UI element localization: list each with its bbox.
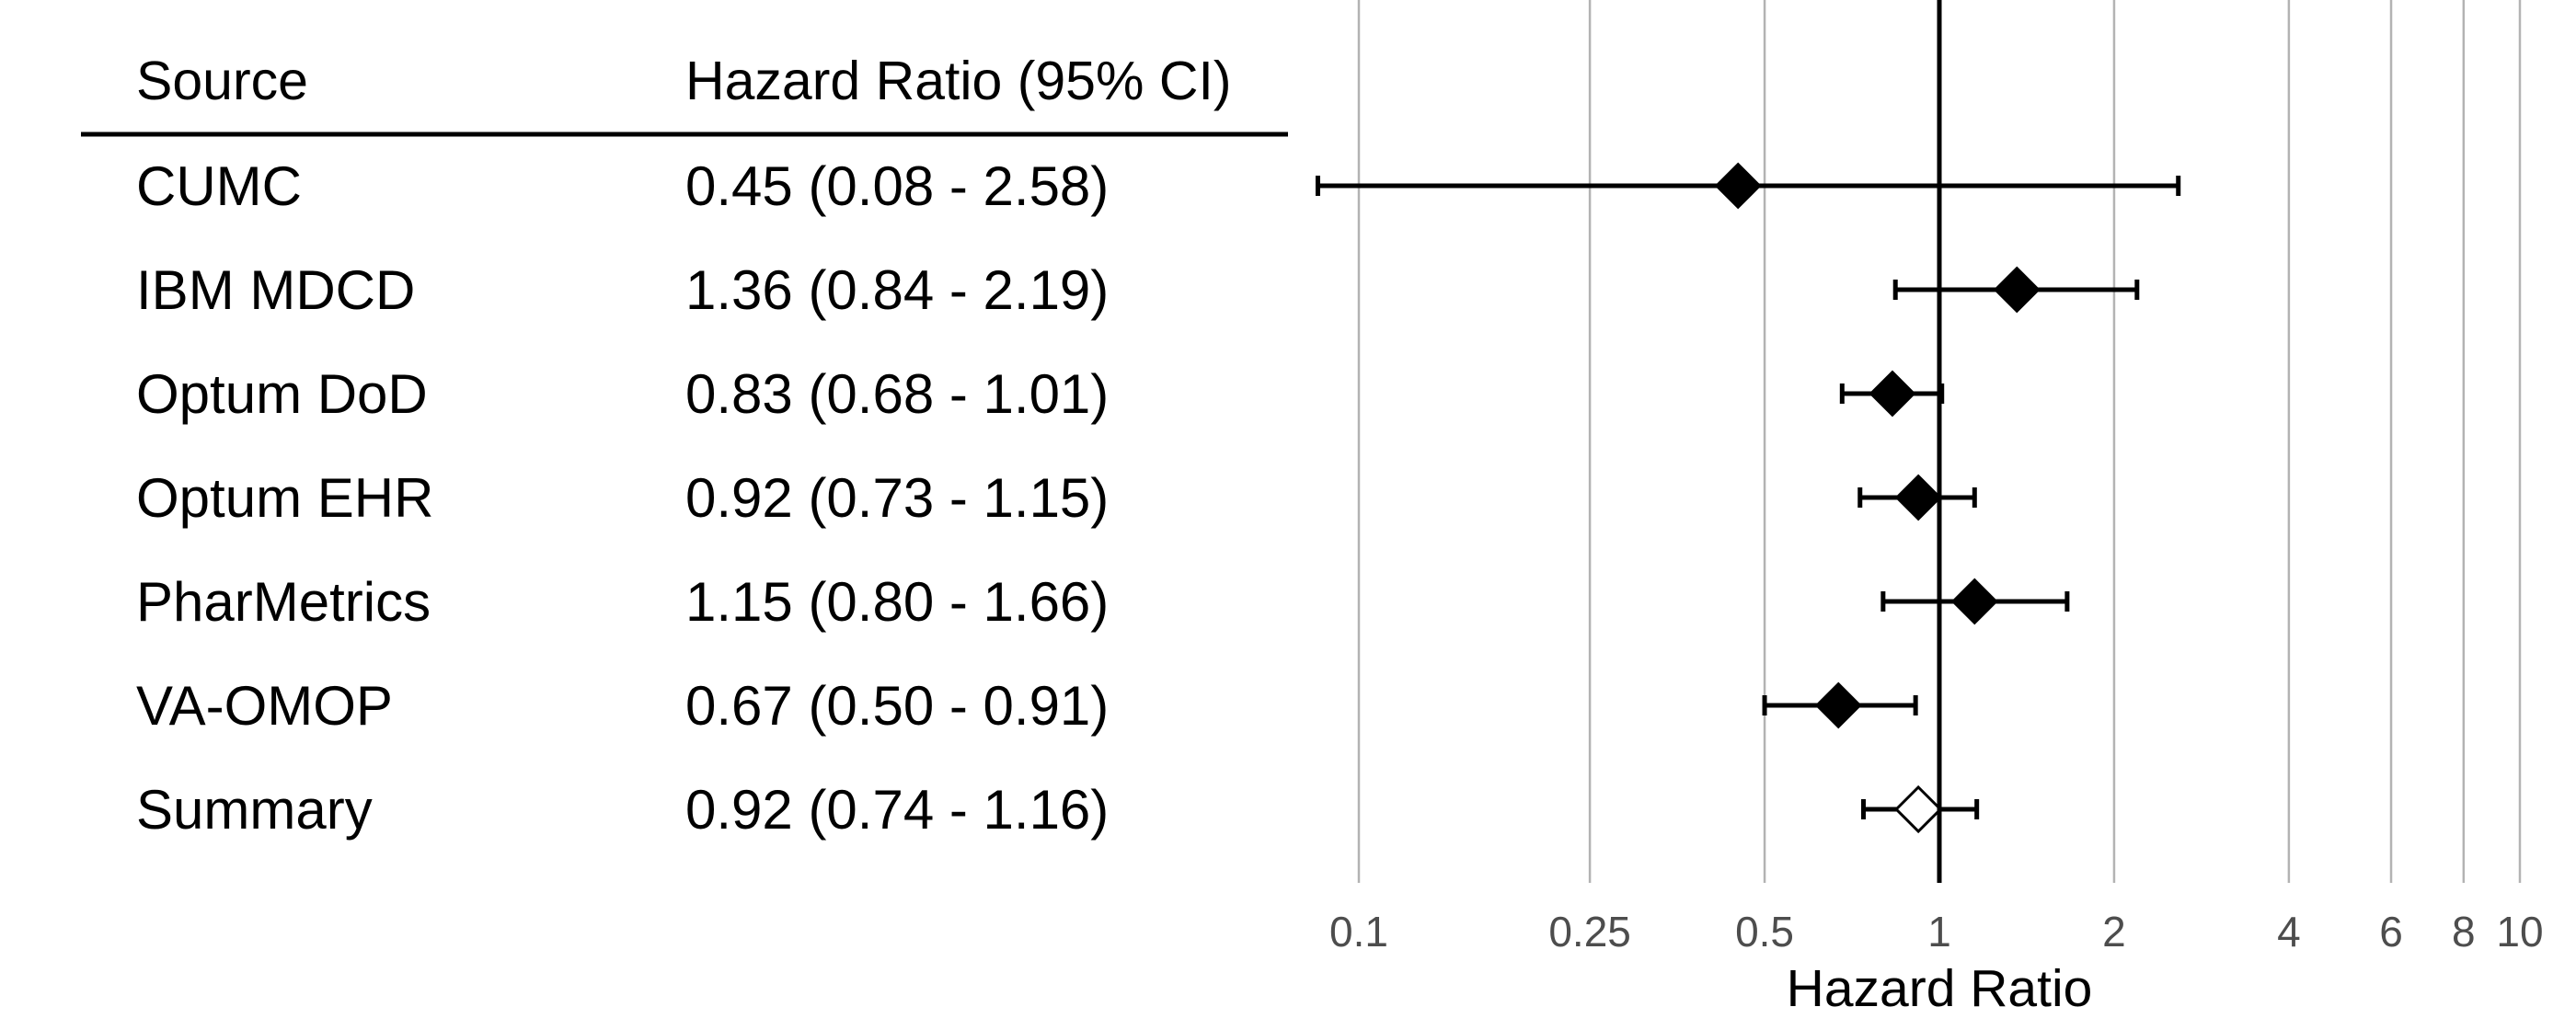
- header-estimate: Hazard Ratio (95% CI): [685, 51, 1232, 111]
- x-axis-ticks: 0.1 0.25 0.5 1 2 4 6 8 10: [1329, 908, 2544, 956]
- row-estimate-label: 0.92 (0.74 - 1.16): [685, 779, 1109, 841]
- row-source-label: IBM MDCD: [136, 259, 415, 321]
- estimate-diamond: [1950, 578, 1998, 625]
- forest-row: PharMetrics 1.15 (0.80 - 1.66): [136, 571, 2070, 633]
- row-source-label: PharMetrics: [136, 571, 431, 633]
- forest-row: Optum EHR 0.92 (0.73 - 1.15): [136, 467, 1977, 529]
- forest-rows: CUMC 0.45 (0.08 - 2.58) IBM MDCD 1.36 (0.84…: [136, 155, 2181, 841]
- row-estimate-label: 0.67 (0.50 - 0.91): [685, 675, 1109, 737]
- row-estimate-label: 0.92 (0.73 - 1.15): [685, 467, 1109, 529]
- estimate-diamond: [1894, 474, 1942, 521]
- forest-row: IBM MDCD 1.36 (0.84 - 2.19): [136, 259, 2140, 321]
- x-tick-label: 0.1: [1329, 908, 1388, 956]
- forest-row: Summary 0.92 (0.74 - 1.16): [136, 779, 1980, 841]
- x-tick-label: 10: [2496, 908, 2543, 956]
- forest-row: CUMC 0.45 (0.08 - 2.58): [136, 155, 2181, 217]
- x-tick-label: 1: [1927, 908, 1951, 956]
- row-estimate-label: 0.45 (0.08 - 2.58): [685, 155, 1109, 217]
- forest-row: Optum DoD 0.83 (0.68 - 1.01): [136, 363, 1945, 425]
- row-source-label: CUMC: [136, 155, 302, 217]
- estimate-diamond: [1814, 681, 1862, 729]
- row-estimate-label: 0.83 (0.68 - 1.01): [685, 363, 1109, 425]
- estimate-diamond: [1869, 370, 1916, 418]
- x-tick-label: 4: [2277, 908, 2301, 956]
- forest-row: VA-OMOP 0.67 (0.50 - 0.91): [136, 675, 1918, 737]
- row-source-label: Optum EHR: [136, 467, 433, 529]
- row-source-label: Optum DoD: [136, 363, 428, 425]
- x-tick-label: 0.25: [1548, 908, 1631, 956]
- x-tick-label: 6: [2379, 908, 2403, 956]
- summary-diamond: [1894, 784, 1943, 834]
- row-source-label: Summary: [136, 779, 373, 841]
- x-tick-label: 8: [2452, 908, 2476, 956]
- x-axis-title: Hazard Ratio: [1787, 959, 2093, 1018]
- row-estimate-label: 1.36 (0.84 - 2.19): [685, 259, 1109, 321]
- estimate-diamond: [1993, 266, 2041, 314]
- row-estimate-label: 1.15 (0.80 - 1.66): [685, 571, 1109, 633]
- x-tick-label: 2: [2102, 908, 2126, 956]
- x-tick-label: 0.5: [1735, 908, 1794, 956]
- header-source: Source: [136, 51, 308, 111]
- estimate-diamond: [1714, 162, 1762, 210]
- row-source-label: VA-OMOP: [136, 675, 393, 737]
